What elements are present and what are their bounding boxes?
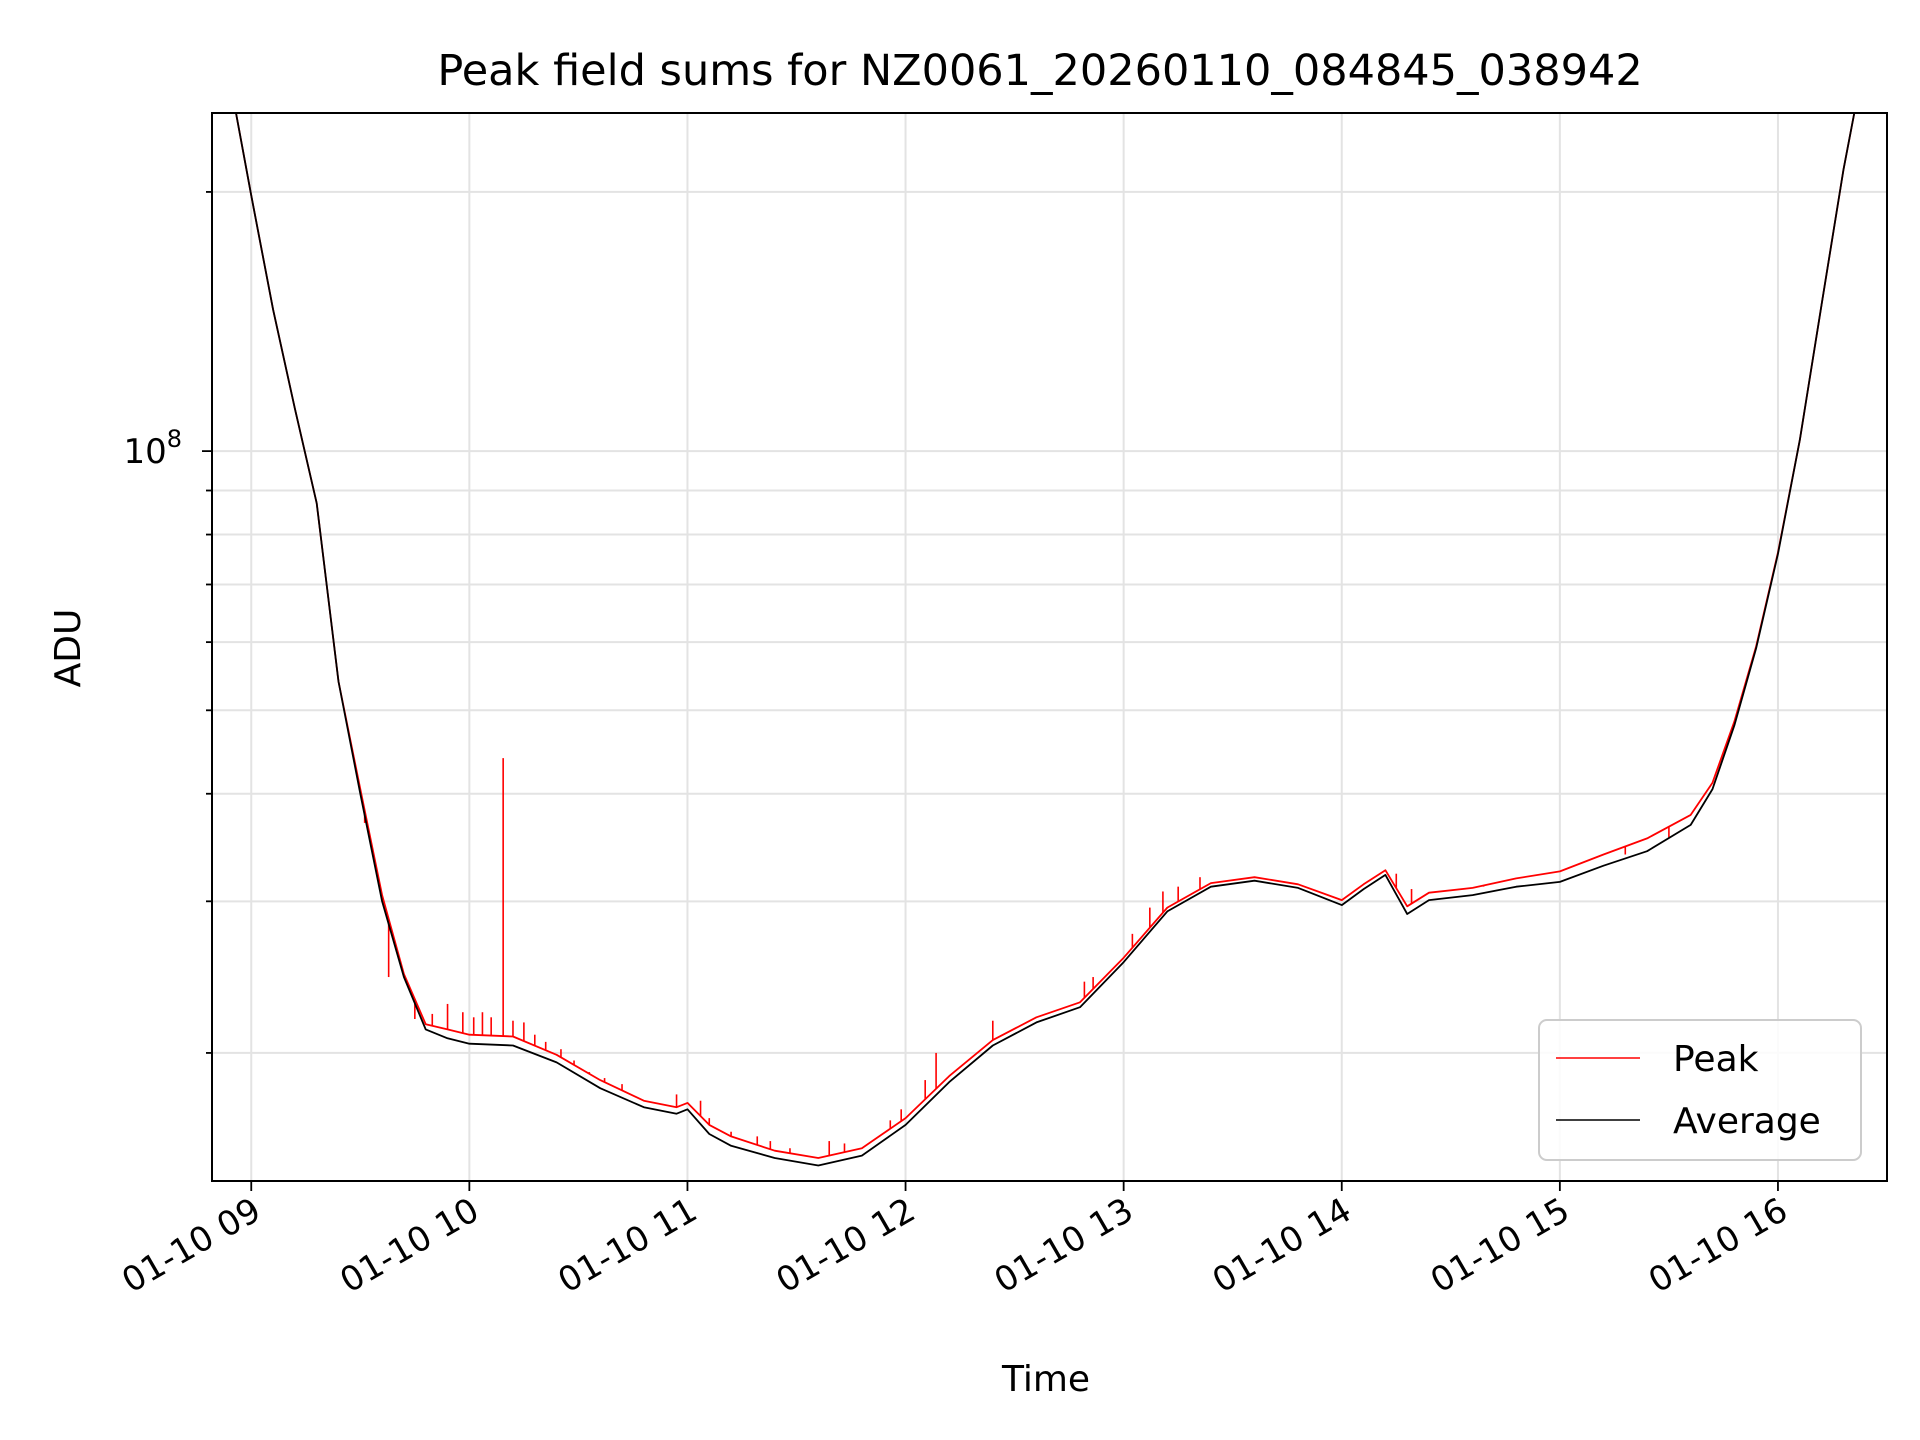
y-axis-label: ADU: [48, 609, 89, 688]
axes-frame: [211, 112, 1888, 1182]
grid: [212, 113, 1887, 1181]
y-tick-label: 108: [123, 425, 182, 472]
plot-area: [212, 113, 1887, 1167]
legend-peak-label: Peak: [1673, 1039, 1759, 1080]
series-line-average: [212, 113, 1887, 1167]
legend: Peak Average: [1538, 1019, 1862, 1161]
chart-title: Peak field sums for NZ0061_20260110_0848…: [437, 46, 1642, 96]
y-axis: 108: [123, 191, 212, 1054]
series-line-peak: [212, 113, 1887, 1159]
x-axis-label: Time: [1001, 1359, 1090, 1400]
legend-box: [1538, 1019, 1862, 1161]
legend-average-label: Average: [1673, 1101, 1821, 1142]
